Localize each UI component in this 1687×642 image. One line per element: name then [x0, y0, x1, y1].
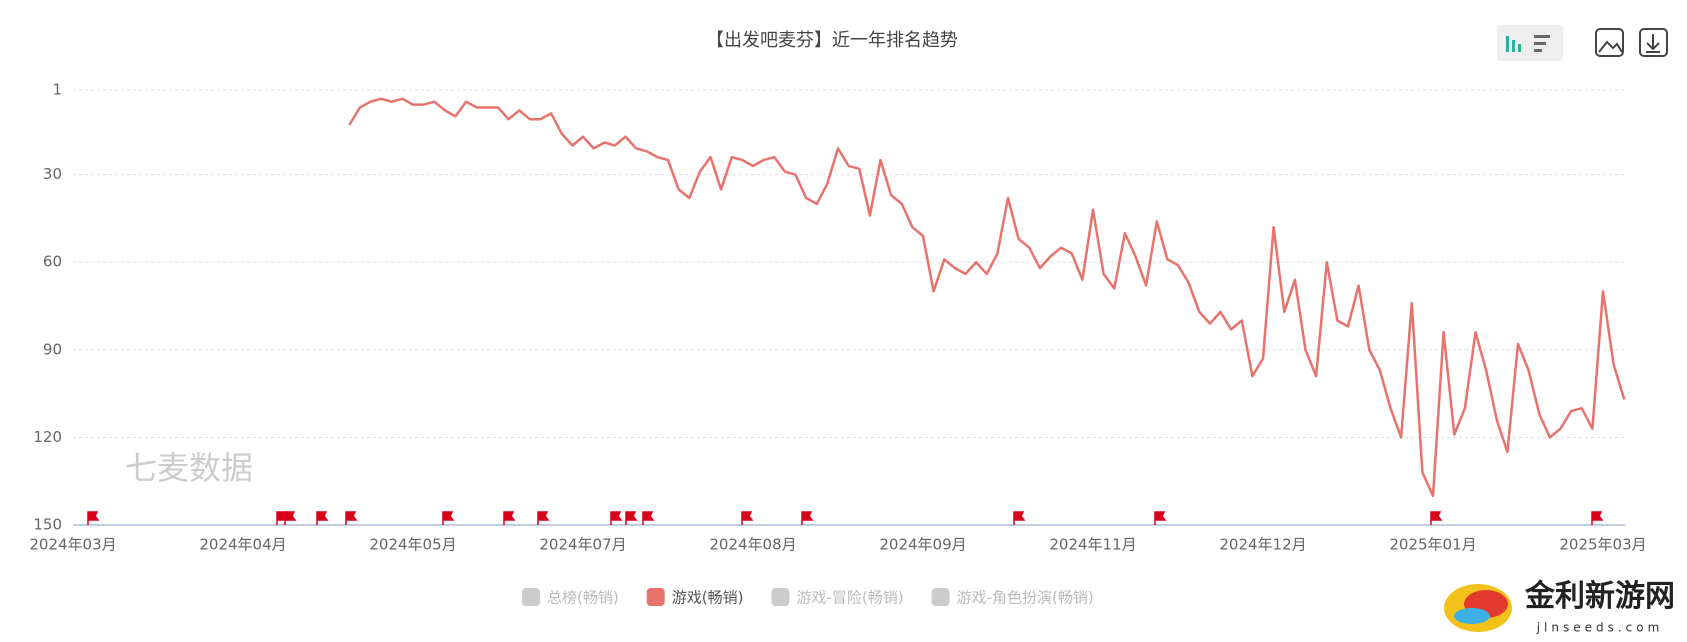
- y-tick-label: 150: [33, 516, 62, 534]
- event-flag: [284, 511, 297, 525]
- x-tick-label: 2024年09月: [879, 536, 966, 554]
- event-flag: [642, 511, 655, 525]
- event-flag: [610, 511, 623, 525]
- logo: [1454, 608, 1490, 624]
- legend-label: 总榜(畅销): [547, 589, 619, 607]
- legend-swatch: [931, 588, 950, 606]
- y-tick-label: 90: [43, 340, 62, 358]
- event-flag: [442, 511, 455, 525]
- y-tick-label: 60: [43, 253, 62, 271]
- site-badge: 金利新游网 jlnseeds.com: [1444, 579, 1675, 635]
- legend-label: 游戏-角色扮演(畅销): [957, 589, 1094, 607]
- x-tick-label: 2025年01月: [1389, 536, 1476, 554]
- event-flag: [801, 511, 814, 525]
- event-flag: [1154, 511, 1167, 525]
- icon-bar: [1512, 40, 1515, 52]
- x-tick-label: 2025年03月: [1559, 536, 1646, 554]
- image-button[interactable]: [1595, 28, 1624, 57]
- line: [348, 97, 1626, 498]
- event-flag: [1013, 511, 1026, 525]
- event-flag: [625, 511, 638, 525]
- legend-swatch: [646, 588, 665, 606]
- event-flag: [316, 511, 329, 525]
- x-tick-label: 2024年03月: [29, 536, 116, 554]
- x-tick-label: 2024年04月: [199, 536, 286, 554]
- x-tick-label: 2024年07月: [539, 536, 626, 554]
- download-icon: [1646, 34, 1660, 53]
- x-tick-label: 2024年12月: [1219, 536, 1306, 554]
- legend-label: 游戏-冒险(畅销): [796, 589, 903, 607]
- y-tick-label: 30: [43, 165, 62, 183]
- event-flag: [537, 511, 550, 525]
- y-tick-label: 120: [33, 428, 62, 446]
- event-flag: [1430, 511, 1443, 525]
- watermark: 七麦数据: [125, 449, 253, 487]
- site-name: 金利新游网: [1524, 579, 1675, 614]
- legend-label: 游戏(畅销): [672, 589, 744, 607]
- icon-bar: [1518, 44, 1521, 52]
- toolbar: [1497, 25, 1668, 61]
- y-tick-label: 1: [52, 81, 62, 99]
- icon-bar: [1506, 36, 1509, 52]
- event-flag: [345, 511, 358, 525]
- icon-bar: [1534, 49, 1542, 52]
- x-tick-label: 2024年05月: [369, 536, 456, 554]
- x-tick-label: 2024年08月: [709, 536, 796, 554]
- event-flag: [741, 511, 754, 525]
- image-icon: [1598, 40, 1623, 53]
- icon-bar: [1534, 42, 1546, 45]
- icon-bar: [1534, 35, 1550, 38]
- event-flag: [503, 511, 516, 525]
- legend-swatch: [771, 588, 790, 606]
- event-flag: [1591, 511, 1604, 525]
- x-tick-label: 2024年11月: [1049, 536, 1136, 554]
- chart-title: 【出发吧麦芬】近一年排名趋势: [706, 30, 958, 51]
- download-button[interactable]: [1639, 28, 1668, 57]
- site-url: jlnseeds.com: [1536, 621, 1664, 635]
- legend-swatch: [522, 588, 540, 606]
- event-flag: [87, 511, 100, 525]
